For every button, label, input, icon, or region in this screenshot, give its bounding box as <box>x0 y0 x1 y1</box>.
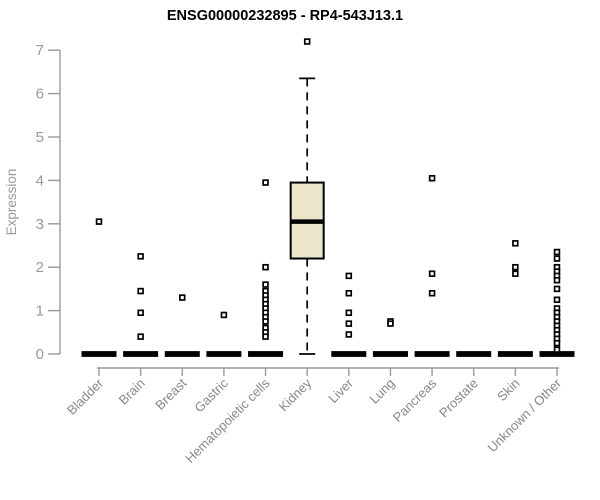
outlier-point <box>553 339 561 347</box>
zero-collapsed-box <box>331 351 367 357</box>
outlier-point <box>137 309 144 317</box>
y-axis-tick-label: 2 <box>36 259 44 276</box>
zero-collapsed-box <box>456 351 492 357</box>
x-axis-category-label: Pancreas <box>390 375 440 425</box>
outlier-point <box>262 263 269 271</box>
boxplot-bladder <box>81 218 117 357</box>
x-axis-category-label: Brain <box>116 376 148 408</box>
boxplot-prostate <box>456 351 492 357</box>
outlier-point <box>220 311 228 319</box>
y-axis-tick-label: 6 <box>36 86 44 103</box>
outlier-point <box>553 248 561 256</box>
chart-title: ENSG00000232895 - RP4-543J13.1 <box>167 8 403 24</box>
outlier-point <box>179 294 186 301</box>
boxplot-kidney <box>289 38 325 355</box>
outlier-point <box>137 253 144 260</box>
zero-collapsed-box <box>497 351 533 357</box>
outlier-point <box>137 333 144 340</box>
outlier-point <box>553 276 561 284</box>
x-axis-category-label: Bladder <box>64 375 107 418</box>
y-axis-tick-label: 7 <box>36 42 44 59</box>
outlier-point <box>512 240 519 247</box>
boxplot-hematopoietic-cells <box>248 179 284 357</box>
outlier-point <box>553 285 561 293</box>
zero-collapsed-box <box>414 351 450 357</box>
outlier-point <box>345 289 353 297</box>
zero-collapsed-box <box>206 351 242 357</box>
outlier-point <box>345 331 353 338</box>
outlier-point <box>262 333 269 340</box>
boxplot-lung <box>372 318 408 357</box>
zero-collapsed-box <box>164 351 200 357</box>
boxplot-skin <box>497 240 533 357</box>
y-axis-title: Expression <box>4 169 19 236</box>
boxplot-pancreas <box>414 174 450 357</box>
y-axis-tick-label: 1 <box>36 303 44 320</box>
zero-collapsed-box <box>123 351 159 357</box>
y-axis-tick-label: 3 <box>36 216 44 233</box>
outlier-point <box>387 320 394 327</box>
boxplot-gastric <box>206 311 242 357</box>
boxplot-liver <box>331 272 367 357</box>
outlier-point <box>553 346 561 353</box>
outlier-point <box>428 270 436 277</box>
x-axis-category-label: Liver <box>325 375 356 406</box>
boxplot-breast <box>164 294 200 357</box>
zero-collapsed-box <box>372 351 408 357</box>
x-axis-category-label: Gastric <box>191 375 231 415</box>
outlier-point <box>345 309 353 317</box>
outlier-point <box>303 38 311 45</box>
outlier-point <box>428 174 436 182</box>
y-axis-tick-label: 5 <box>36 129 44 146</box>
outlier-point <box>137 287 144 295</box>
outlier-point <box>262 281 269 288</box>
x-axis-category-label: Breast <box>152 375 189 412</box>
outlier-point <box>95 218 103 225</box>
outlier-point <box>262 318 269 325</box>
x-axis-category-label: Prostate <box>436 376 481 421</box>
outlier-point <box>553 255 561 262</box>
boxplot-brain <box>123 253 159 357</box>
x-axis-category-label: Unknown / Other <box>485 375 565 455</box>
outlier-point <box>428 289 436 297</box>
zero-collapsed-box <box>248 351 284 357</box>
x-axis-category-label: Lung <box>367 376 398 407</box>
y-axis-tick-label: 4 <box>36 172 44 189</box>
x-axis-category-label: Kidney <box>276 375 315 414</box>
outlier-point <box>553 296 561 304</box>
zero-collapsed-box <box>539 351 575 357</box>
boxplot-unknown-other <box>539 248 575 357</box>
outlier-point <box>512 263 519 271</box>
x-axis-category-label: Skin <box>494 376 522 404</box>
outlier-point <box>262 179 269 186</box>
outlier-point <box>512 270 519 277</box>
outlier-point <box>345 320 353 327</box>
outlier-point <box>345 272 353 280</box>
y-axis-tick-label: 0 <box>36 346 44 363</box>
zero-collapsed-box <box>81 351 117 357</box>
